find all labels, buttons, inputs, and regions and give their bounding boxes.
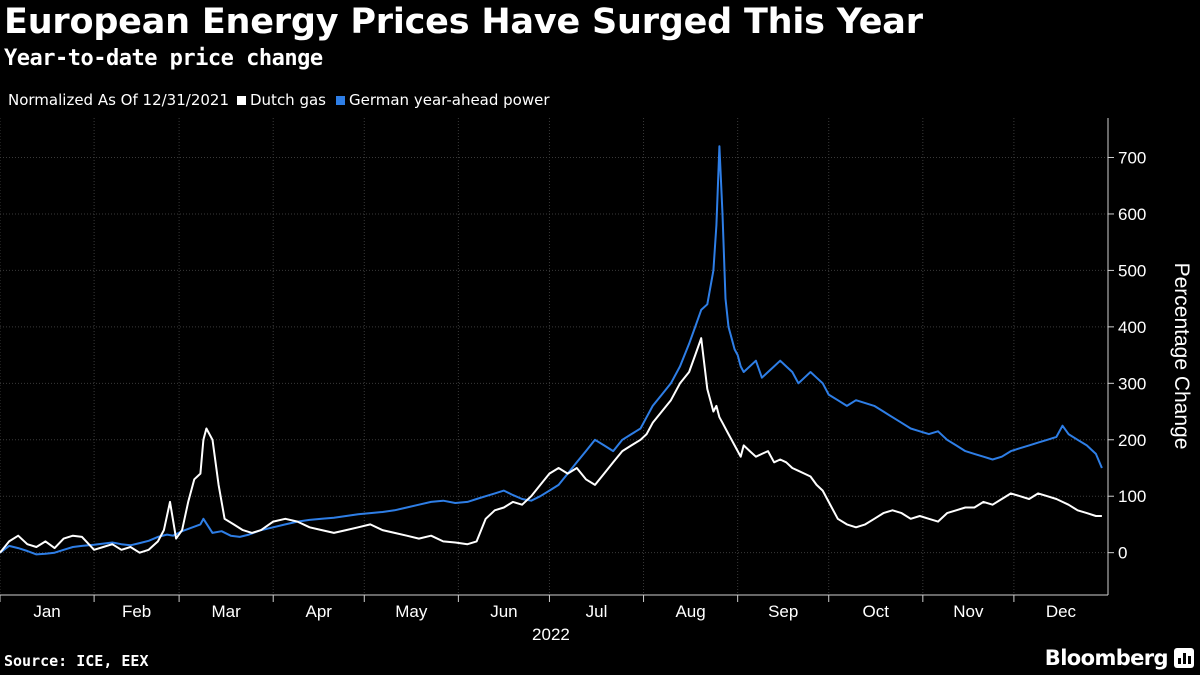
- x-tick-label-jan: Jan: [33, 602, 60, 621]
- x-tick-label-may: May: [395, 602, 428, 621]
- bar-chart-icon: [1174, 648, 1194, 668]
- brand-logo: Bloomberg: [1045, 646, 1194, 670]
- legend-note: Normalized As Of 12/31/2021: [8, 91, 229, 109]
- chart-title: European Energy Prices Have Surged This …: [4, 2, 923, 42]
- y-tick-label-200: 200: [1118, 431, 1146, 450]
- chart-subtitle: Year-to-date price change: [4, 46, 323, 71]
- legend-item-german-power: German year-ahead power: [336, 91, 550, 109]
- x-tick-label-dec: Dec: [1046, 602, 1077, 621]
- x-tick-label-aug: Aug: [675, 602, 705, 621]
- y-tick-label-600: 600: [1118, 205, 1146, 224]
- series-line-german-year-ahead-power: [0, 145, 1103, 556]
- x-tick-label-oct: Oct: [863, 602, 890, 621]
- legend-swatch-dutch-gas: [237, 95, 246, 105]
- legend-label-dutch-gas: Dutch gas: [250, 91, 326, 109]
- y-tick-label-300: 300: [1118, 374, 1146, 393]
- legend-swatch-german-power: [336, 95, 345, 105]
- x-axis-label: 2022: [532, 625, 570, 644]
- x-tick-label-jul: Jul: [586, 602, 608, 621]
- x-tick-label-nov: Nov: [953, 602, 984, 621]
- brand-name: Bloomberg: [1044, 646, 1169, 670]
- y-tick-label-500: 500: [1118, 261, 1146, 280]
- x-tick-label-feb: Feb: [122, 602, 151, 621]
- source-note: Source: ICE, EEX: [4, 652, 149, 670]
- x-tick-label-apr: Apr: [306, 602, 333, 621]
- series-line-dutch-gas: [0, 337, 1102, 554]
- x-tick-label-sep: Sep: [768, 602, 798, 621]
- y-tick-label-400: 400: [1118, 318, 1146, 337]
- y-tick-label-700: 700: [1118, 149, 1146, 168]
- y-tick-label-100: 100: [1118, 487, 1146, 506]
- legend: Normalized As Of 12/31/2021 Dutch gas Ge…: [8, 91, 560, 109]
- x-tick-label-mar: Mar: [212, 602, 242, 621]
- y-tick-label-0: 0: [1118, 544, 1127, 563]
- x-tick-label-jun: Jun: [490, 602, 517, 621]
- legend-item-dutch-gas: Dutch gas: [237, 91, 326, 109]
- legend-label-german-power: German year-ahead power: [349, 91, 550, 109]
- y-axis-label: Percentage Change: [1170, 263, 1193, 450]
